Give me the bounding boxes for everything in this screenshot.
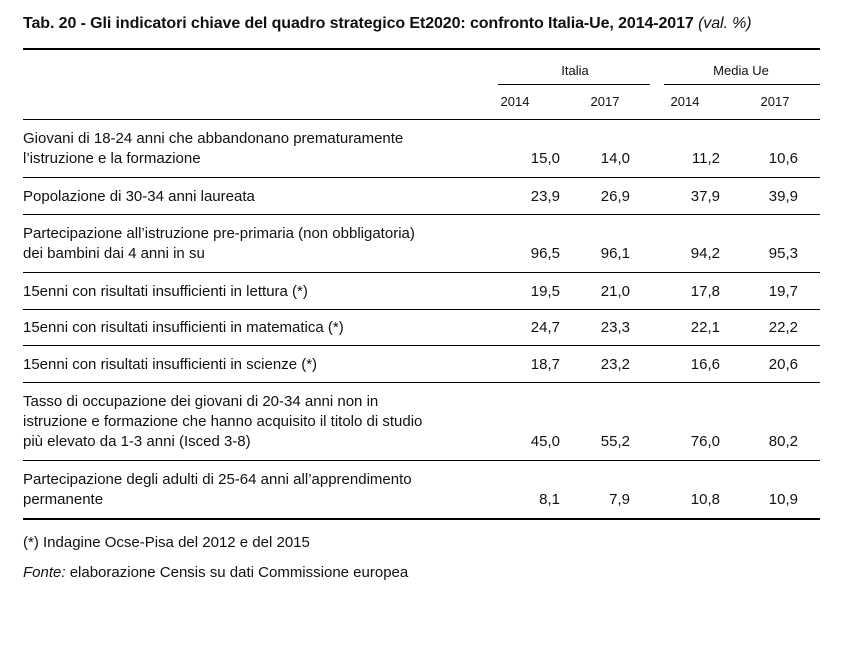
row-label-line: 15enni con risultati insufficienti in le…	[23, 283, 308, 300]
header-year-ue-2017: 2017	[760, 94, 790, 109]
cell-italia-2017: 96,1	[600, 245, 630, 262]
row-divider	[23, 309, 820, 310]
cell-ue-2017: 95,3	[768, 245, 798, 262]
header-year-ue-2014: 2014	[670, 94, 700, 109]
cell-ue-2017: 10,6	[768, 150, 798, 167]
cell-italia-2017: 14,0	[600, 150, 630, 167]
cell-ue-2014: 22,1	[690, 319, 720, 336]
cell-italia-2017: 23,3	[600, 319, 630, 336]
cell-ue-2017: 19,7	[768, 283, 798, 300]
cell-ue-2017: 80,2	[768, 433, 798, 450]
header-group-rule-media-ue	[664, 84, 820, 85]
source-text: elaborazione Censis su dati Commissione …	[65, 564, 409, 581]
cell-ue-2017: 10,9	[768, 491, 798, 508]
cell-ue-2014: 17,8	[690, 283, 720, 300]
row-label-line: più elevato da 1-3 anni (Isced 3-8)	[23, 433, 251, 450]
row-divider	[23, 460, 820, 461]
cell-italia-2014: 15,0	[530, 150, 560, 167]
cell-ue-2014: 37,9	[690, 188, 720, 205]
footnote-source: Fonte: elaborazione Censis su dati Commi…	[23, 563, 408, 583]
row-label-line: 15enni con risultati insufficienti in sc…	[23, 356, 318, 373]
header-year-italia-2017: 2017	[590, 94, 620, 109]
row-label-line: 15enni con risultati insufficienti in ma…	[23, 319, 344, 336]
footnote-asterisk: (*) Indagine Ocse-Pisa del 2012 e del 20…	[23, 534, 310, 551]
header-group-rule-italia	[498, 84, 650, 85]
row-divider	[23, 345, 820, 346]
bottom-rule	[23, 518, 820, 520]
cell-ue-2017: 39,9	[768, 188, 798, 205]
header-group-italia: Italia	[561, 63, 589, 78]
cell-italia-2017: 55,2	[600, 433, 630, 450]
cell-italia-2017: 7,9	[609, 491, 630, 508]
row-label-line: Popolazione di 30-34 anni laureata	[23, 188, 255, 205]
cell-italia-2014: 24,7	[530, 319, 560, 336]
cell-ue-2017: 22,2	[768, 319, 798, 336]
row-label-line: l’istruzione e la formazione	[23, 150, 201, 167]
row-divider	[23, 177, 820, 178]
cell-italia-2014: 96,5	[530, 245, 560, 262]
row-label-line: Partecipazione degli adulti di 25-64 ann…	[23, 471, 412, 488]
cell-ue-2017: 20,6	[768, 356, 798, 373]
row-divider	[23, 272, 820, 273]
row-label-line: Partecipazione all’istruzione pre-primar…	[23, 225, 415, 242]
header-year-italia-2014: 2014	[500, 94, 530, 109]
cell-italia-2014: 19,5	[530, 283, 560, 300]
row-label-line: dei bambini dai 4 anni in su	[23, 245, 205, 262]
cell-italia-2017: 26,9	[600, 188, 630, 205]
cell-ue-2014: 94,2	[690, 245, 720, 262]
source-label: Fonte:	[23, 564, 66, 581]
row-label-line: Tasso di occupazione dei giovani di 20-3…	[23, 393, 379, 410]
cell-italia-2014: 45,0	[530, 433, 560, 450]
cell-italia-2014: 18,7	[530, 356, 560, 373]
header-group-media-ue: Media Ue	[713, 63, 769, 78]
row-label-line: Giovani di 18-24 anni che abbandonano pr…	[23, 130, 404, 147]
row-label-line: permanente	[23, 491, 104, 508]
cell-ue-2014: 16,6	[690, 356, 720, 373]
title-main: Tab. 20 - Gli indicatori chiave del quad…	[23, 15, 694, 32]
title-note: (val. %)	[698, 15, 752, 32]
top-rule	[23, 48, 820, 50]
cell-italia-2017: 23,2	[600, 356, 630, 373]
cell-italia-2014: 23,9	[530, 188, 560, 205]
cell-italia-2017: 21,0	[600, 283, 630, 300]
table-title: Tab. 20 - Gli indicatori chiave del quad…	[23, 15, 833, 33]
cell-ue-2014: 11,2	[691, 150, 720, 167]
row-label-line: istruzione e formazione che hanno acquis…	[23, 413, 423, 430]
row-divider	[23, 382, 820, 383]
header-bottom-rule	[23, 119, 820, 120]
cell-italia-2014: 8,1	[539, 491, 560, 508]
cell-ue-2014: 10,8	[690, 491, 720, 508]
row-divider	[23, 214, 820, 215]
cell-ue-2014: 76,0	[690, 433, 720, 450]
